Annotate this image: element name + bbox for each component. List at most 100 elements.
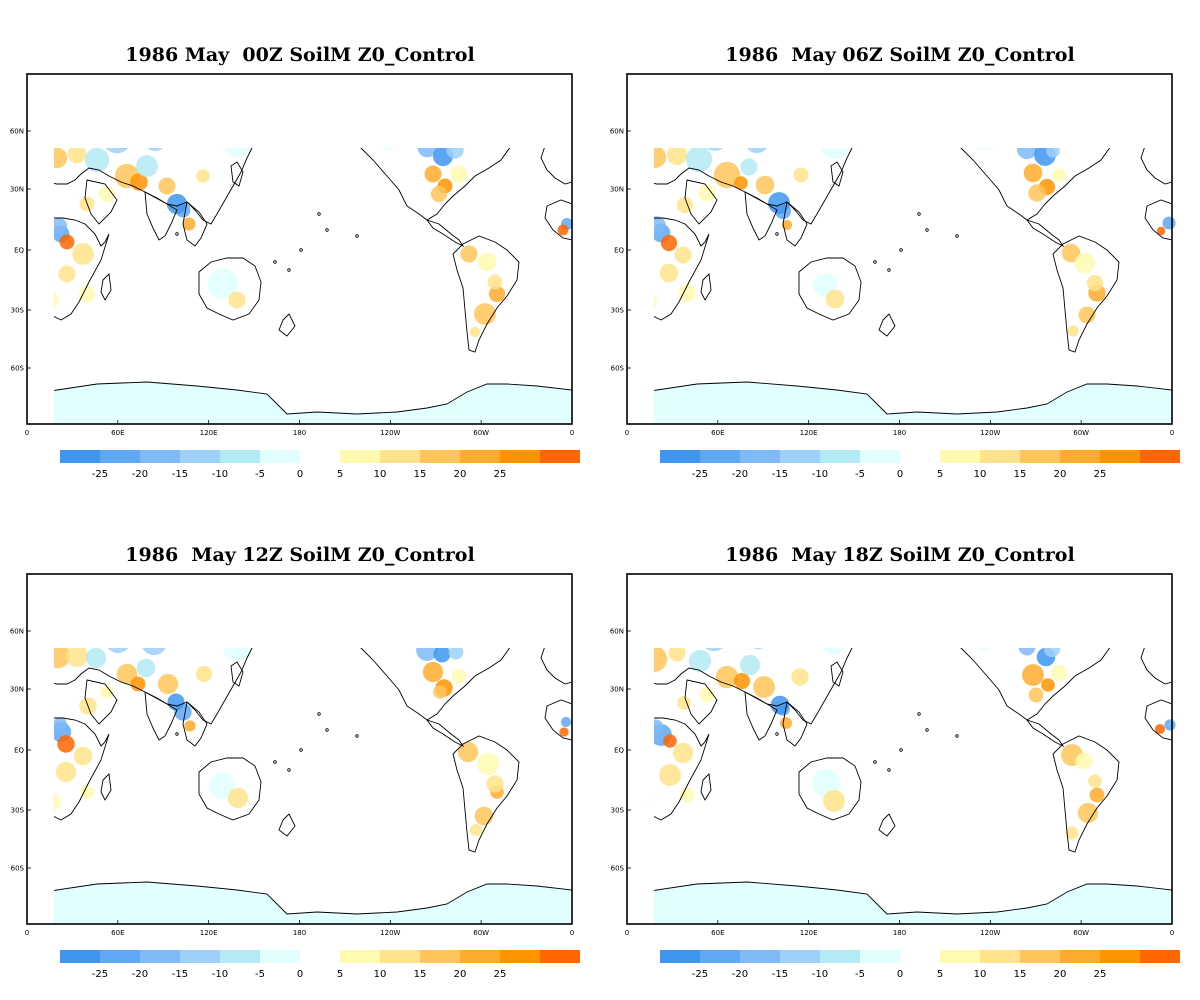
anomaly-patch (977, 648, 991, 651)
anomaly-patch (688, 649, 712, 673)
anomaly-patch (136, 155, 158, 177)
landmass-europeR (541, 148, 572, 184)
coastline-arabia (684, 179, 718, 225)
anomaly-patch (196, 169, 210, 183)
anomaly-patch (224, 148, 250, 158)
anomaly-patch (559, 727, 569, 737)
anomaly-patch (208, 772, 236, 800)
colorbar-label: 0 (897, 969, 903, 980)
landmass-greenland (1079, 88, 1149, 140)
colorbar-label: -5 (855, 469, 865, 480)
anomaly-patch (228, 291, 246, 309)
anomaly-patch (672, 742, 694, 764)
colorbar-label: 5 (337, 469, 343, 480)
island (917, 712, 921, 716)
coastline-samerica (1052, 235, 1120, 353)
landmass-samerica (453, 236, 519, 352)
lat-label: 60N (10, 628, 24, 636)
landmass-camerica (1027, 220, 1063, 246)
colorbar-label: -5 (255, 969, 265, 980)
landmass-camerica (1027, 720, 1063, 746)
coastline-camerica (425, 719, 465, 748)
anomaly-patch (84, 148, 110, 173)
coastline-greenland (1079, 88, 1149, 140)
anomaly-patch (761, 618, 787, 644)
coastline-australia (198, 757, 262, 821)
anomaly-patch (107, 648, 129, 654)
coastline-samerica (452, 735, 520, 853)
island (287, 268, 291, 272)
lat-label: 60N (610, 128, 624, 136)
lat-label: 60N (610, 628, 624, 636)
lat-label: 60S (11, 865, 25, 873)
anomaly-patch (739, 654, 761, 676)
anomaly-patch (1046, 148, 1060, 158)
colorbar-swatch-negative (100, 950, 140, 963)
map-area (54, 113, 599, 498)
coastline-nz (278, 813, 296, 837)
colorbar-label: 5 (937, 969, 943, 980)
coastline-australia (198, 257, 262, 321)
coastline-japan (830, 661, 844, 687)
anomaly-patch (654, 148, 667, 169)
colorbar-swatch-positive (1100, 450, 1140, 463)
coastline-europeR (540, 648, 573, 685)
coastline-nz (878, 313, 896, 337)
lat-label: 30N (10, 186, 24, 194)
anomaly-patch (125, 620, 149, 644)
lon-label: 0 (570, 929, 574, 937)
lon-label: 120E (800, 929, 818, 937)
anomaly-patch (469, 823, 483, 837)
colorbar-swatch-negative (180, 950, 220, 963)
lon-label: 120W (380, 429, 400, 437)
anomaly-patch (1041, 678, 1055, 692)
coastline-africa (654, 217, 710, 321)
anomaly-patch (678, 284, 696, 302)
coastline-camerica (1025, 719, 1065, 748)
anomaly-patch (654, 294, 658, 308)
anomaly-patch (486, 775, 504, 793)
colorbar-swatch-positive (980, 450, 1020, 463)
anomaly-patch (451, 668, 467, 684)
island (873, 760, 877, 764)
coastline-nwafrica (1144, 199, 1173, 241)
landmass-namerica (361, 148, 510, 220)
island (273, 760, 277, 764)
colorbar-label: 15 (414, 969, 427, 980)
colorbar: -25 -20 -15 -10 -5 0 5 10 15 20 25 (660, 450, 1180, 480)
anomaly-patch (698, 184, 716, 202)
colorbar-label: -5 (855, 969, 865, 980)
anomaly-patch (348, 113, 367, 132)
colorbar-label: 0 (297, 469, 303, 480)
anomaly-patch (1088, 774, 1102, 788)
lon-label: 60E (711, 429, 724, 437)
anomaly-patch (1095, 594, 1126, 625)
colorbar-swatch-positive (340, 950, 380, 963)
coastline-antarctica (54, 881, 573, 925)
colorbar-label: 25 (1094, 469, 1107, 480)
colorbar-swatch-negative (180, 450, 220, 463)
anomaly-patch (734, 176, 748, 190)
lon-label: 120W (980, 429, 1000, 437)
colorbar-swatch-positive (1140, 950, 1180, 963)
anomaly-patch (227, 787, 249, 809)
colorbar-swatch-negative (220, 950, 260, 963)
anomaly-patch (59, 234, 75, 250)
lon-label: 0 (1170, 429, 1174, 437)
map-area (654, 88, 1199, 498)
anomaly-patch (98, 185, 116, 203)
anomaly-patch (457, 741, 479, 763)
colorbar-label: 20 (454, 969, 467, 980)
lat-label: 30S (11, 807, 25, 815)
anomaly-patch (130, 676, 146, 692)
anomaly-patch (1162, 216, 1176, 230)
anomaly-patch (1028, 687, 1044, 703)
lon-label: 60W (473, 929, 489, 937)
lat-label: 60S (611, 365, 625, 373)
landmass-antarctica (54, 382, 572, 424)
anomaly-patch (345, 613, 367, 635)
colorbar-swatch-negative (700, 950, 740, 963)
anomaly-patch (417, 148, 437, 158)
colorbar-swatch-negative (780, 450, 820, 463)
